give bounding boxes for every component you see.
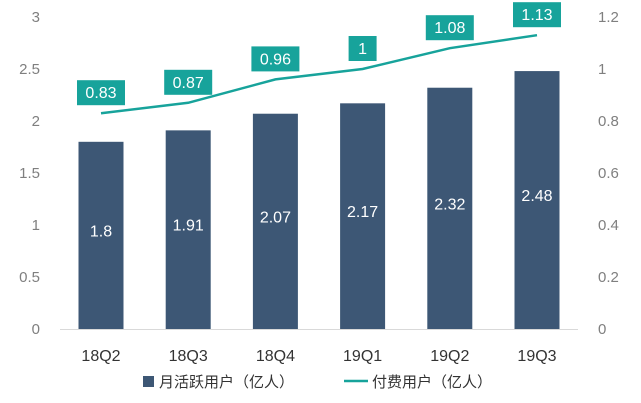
left-tick-label: 1.5: [19, 165, 40, 182]
line-data-label: 0.96: [260, 51, 291, 68]
left-tick-label: 3: [32, 9, 40, 26]
category-label: 19Q2: [430, 348, 469, 365]
line-series: [100, 33, 538, 115]
right-tick-label: 0.8: [598, 113, 619, 130]
bar-series: [78, 71, 560, 329]
line-data-label: 0.87: [173, 75, 204, 92]
category-label: 18Q3: [169, 348, 208, 365]
right-tick-label: 0: [598, 321, 606, 338]
x-axis-categories: 18Q2 18Q3 18Q4 19Q1 19Q2 19Q3: [81, 348, 556, 365]
bar-data-label: 2.07: [260, 209, 291, 226]
right-tick-label: 1: [598, 61, 606, 78]
line-label-box: [348, 36, 377, 61]
left-tick-label: 2.5: [19, 61, 40, 78]
bar: [165, 130, 211, 329]
bar: [78, 141, 124, 329]
category-label: 19Q3: [517, 348, 556, 365]
category-label: 18Q2: [81, 348, 120, 365]
left-tick-label: 0.5: [19, 269, 40, 286]
bar-data-label: 1.8: [90, 223, 112, 240]
line-data-labels: 0.83 0.87 0.96 1 1.08 1.13: [77, 2, 561, 106]
left-axis: 0 0.5 1 1.5 2 2.5 3: [19, 9, 40, 338]
line-label-box: [513, 2, 561, 28]
left-tick-label: 2: [32, 113, 40, 130]
right-tick-label: 1.2: [598, 9, 619, 26]
line-label-box: [164, 69, 213, 95]
bar: [514, 71, 560, 329]
line-data-label: 0.83: [85, 85, 116, 102]
bar-data-label: 2.48: [521, 188, 552, 205]
bar-data-label: 1.91: [173, 218, 204, 235]
line-label-box: [425, 15, 474, 41]
bar: [340, 103, 386, 329]
left-tick-label: 0: [32, 321, 40, 338]
right-tick-label: 0.4: [598, 217, 619, 234]
line-label-box: [251, 46, 300, 72]
legend-line-label: 付费用户（亿人）: [372, 373, 492, 391]
line-label-box: [77, 80, 125, 106]
category-label: 18Q4: [256, 348, 295, 365]
line-data-label: 1.08: [434, 20, 465, 37]
right-tick-label: 0.2: [598, 269, 619, 286]
bar-data-label: 2.17: [347, 204, 378, 221]
bar: [252, 113, 298, 329]
right-tick-label: 0.6: [598, 165, 619, 182]
bar: [427, 87, 473, 329]
line-data-label: 1.13: [521, 7, 552, 24]
bar-data-label: 2.32: [434, 196, 465, 213]
right-axis: 0 0.2 0.4 0.6 0.8 1 1.2: [598, 9, 619, 338]
left-tick-label: 1: [32, 217, 40, 234]
legend-bar-swatch: [143, 376, 154, 387]
bar-data-labels: 1.8 1.91 2.07 2.17 2.32 2.48: [90, 188, 553, 240]
legend: 月活跃用户（亿人） 付费用户（亿人）: [143, 373, 492, 391]
line-data-label: 1: [358, 41, 367, 58]
legend-bar-label: 月活跃用户（亿人）: [159, 373, 294, 391]
category-label: 19Q1: [343, 348, 382, 365]
